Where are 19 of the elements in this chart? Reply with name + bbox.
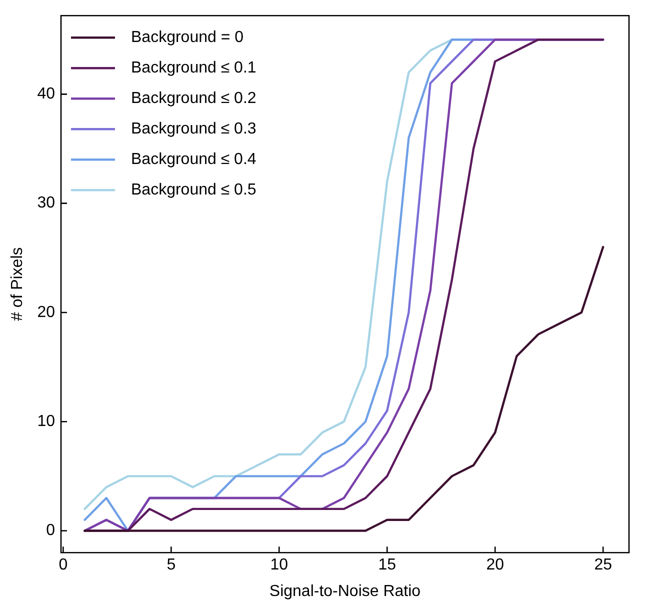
y-tick-label: 40: [37, 86, 56, 103]
y-tick-label: 10: [37, 413, 56, 430]
y-axis-title: # of Pixels: [9, 247, 26, 322]
y-tick-label: 20: [37, 304, 56, 321]
x-tick-label: 15: [378, 556, 396, 574]
legend-label: Background ≤ 0.2: [130, 90, 256, 108]
legend-label: Background ≤ 0.3: [130, 120, 256, 138]
y-tick-label: 30: [37, 194, 56, 212]
legend-label: Background ≤ 0.1: [130, 60, 256, 77]
legend-label: Background ≤ 0.4: [130, 151, 256, 168]
x-tick-label: 0: [58, 556, 68, 574]
y-tick-label: 0: [46, 522, 56, 540]
x-tick-label: 10: [270, 556, 288, 574]
legend-label: Background = 0: [130, 29, 244, 46]
x-tick-label: 5: [166, 556, 176, 574]
x-axis-title: Signal-to-Noise Ratio: [269, 582, 421, 600]
x-tick-label: 20: [486, 556, 504, 574]
legend-label: Background ≤ 0.5: [130, 182, 256, 199]
x-tick-label: 25: [594, 556, 612, 574]
